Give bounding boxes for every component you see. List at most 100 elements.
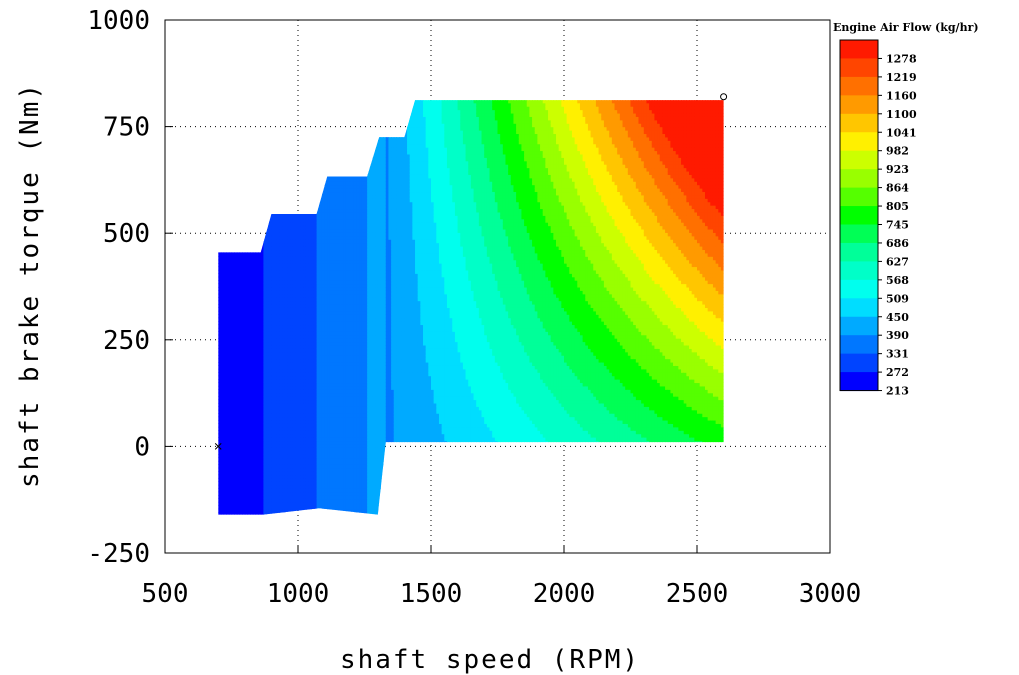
contour-cell xyxy=(247,317,251,322)
contour-cell xyxy=(242,211,246,216)
contour-cell xyxy=(218,283,222,288)
contour-cell xyxy=(218,273,222,278)
contour-cell xyxy=(242,409,246,414)
contour-cell xyxy=(266,181,270,186)
contour-cell xyxy=(234,100,238,104)
contour-cell xyxy=(239,119,243,124)
contour-cell xyxy=(220,280,225,285)
contour-cell xyxy=(252,447,257,452)
contour-cell xyxy=(234,283,238,288)
contour-cell xyxy=(242,488,246,493)
contour-cell xyxy=(258,96,261,100)
contour-cell xyxy=(279,225,283,230)
contour-cell xyxy=(258,235,262,240)
contour-cell xyxy=(242,457,246,462)
contour-cell xyxy=(292,112,296,117)
contour-cell xyxy=(263,344,267,349)
contour-cell xyxy=(218,263,222,268)
contour-cell xyxy=(220,290,225,295)
contour-cell xyxy=(263,406,267,411)
contour-cell xyxy=(274,106,278,111)
contour-cell xyxy=(287,307,291,312)
contour-cell xyxy=(252,508,257,513)
contour-cell xyxy=(292,133,296,138)
contour-cell xyxy=(242,355,246,360)
contour-cell xyxy=(239,160,243,165)
contour-cell xyxy=(284,358,288,363)
contour-cell xyxy=(319,96,322,100)
contour-cell xyxy=(276,317,280,322)
contour-cell xyxy=(279,338,283,343)
contour-cell xyxy=(226,198,230,203)
contour-cell xyxy=(260,286,265,291)
contour-cell xyxy=(324,433,328,438)
contour-cell xyxy=(271,498,275,503)
contour-cell xyxy=(263,225,267,230)
contour-cell xyxy=(308,222,312,227)
contour-cell xyxy=(290,440,294,445)
contour-cell xyxy=(239,495,243,500)
contour-cell xyxy=(226,102,230,107)
contour-cell xyxy=(263,215,267,220)
contour-cell xyxy=(223,416,227,421)
contour-cell xyxy=(316,222,320,227)
contour-cell xyxy=(319,160,323,165)
contour-cell xyxy=(266,310,270,315)
contour-cell xyxy=(255,263,259,268)
contour-cell xyxy=(308,310,312,315)
contour-cell xyxy=(263,426,267,431)
contour-cell xyxy=(295,290,299,295)
contour-cell xyxy=(313,252,318,257)
contour-cell xyxy=(311,327,315,332)
contour-cell xyxy=(244,228,249,233)
contour-cell xyxy=(255,259,259,264)
contour-cell xyxy=(300,399,304,404)
contour-cell xyxy=(244,344,249,349)
contour-cell xyxy=(308,164,312,169)
contour-cell xyxy=(271,406,275,411)
contour-cell xyxy=(244,321,249,326)
contour-cell xyxy=(321,396,326,401)
contour-cell xyxy=(308,375,312,380)
contour-cell xyxy=(242,450,246,455)
contour-cell xyxy=(231,512,235,515)
contour-cell xyxy=(250,266,254,271)
contour-cell xyxy=(271,348,275,353)
contour-cell xyxy=(292,348,296,353)
contour-cell xyxy=(308,215,312,220)
contour-cell xyxy=(236,245,241,251)
contour-cell xyxy=(218,508,222,513)
contour-cell xyxy=(313,409,318,414)
contour-cell xyxy=(308,508,312,513)
contour-cell xyxy=(313,153,318,158)
contour-cell xyxy=(234,331,238,336)
contour-cell xyxy=(311,447,315,452)
contour-cell xyxy=(226,297,230,302)
contour-cell xyxy=(308,201,312,206)
contour-cell xyxy=(287,474,291,479)
contour-cell xyxy=(239,303,243,308)
contour-cell xyxy=(255,218,259,223)
contour-cell xyxy=(284,164,288,169)
contour-cell xyxy=(255,484,259,489)
contour-cell xyxy=(263,430,267,435)
contour-cell xyxy=(228,481,233,486)
contour-cell xyxy=(313,474,318,479)
contour-cell xyxy=(247,375,251,380)
contour-cell xyxy=(263,437,267,442)
contour-cell xyxy=(250,437,254,442)
contour-cell xyxy=(290,515,293,519)
contour-cell xyxy=(300,447,304,452)
contour-cell xyxy=(228,413,233,418)
contour-cell xyxy=(263,396,267,401)
contour-cell xyxy=(260,269,265,274)
contour-cell xyxy=(300,433,304,438)
contour-cell xyxy=(220,454,225,459)
contour-cell xyxy=(252,136,257,141)
contour-cell xyxy=(303,321,307,326)
contour-cell xyxy=(279,402,283,407)
contour-cell xyxy=(279,355,283,360)
contour-cell xyxy=(228,389,233,394)
contour-cell xyxy=(276,126,280,131)
contour-cell xyxy=(276,153,280,158)
